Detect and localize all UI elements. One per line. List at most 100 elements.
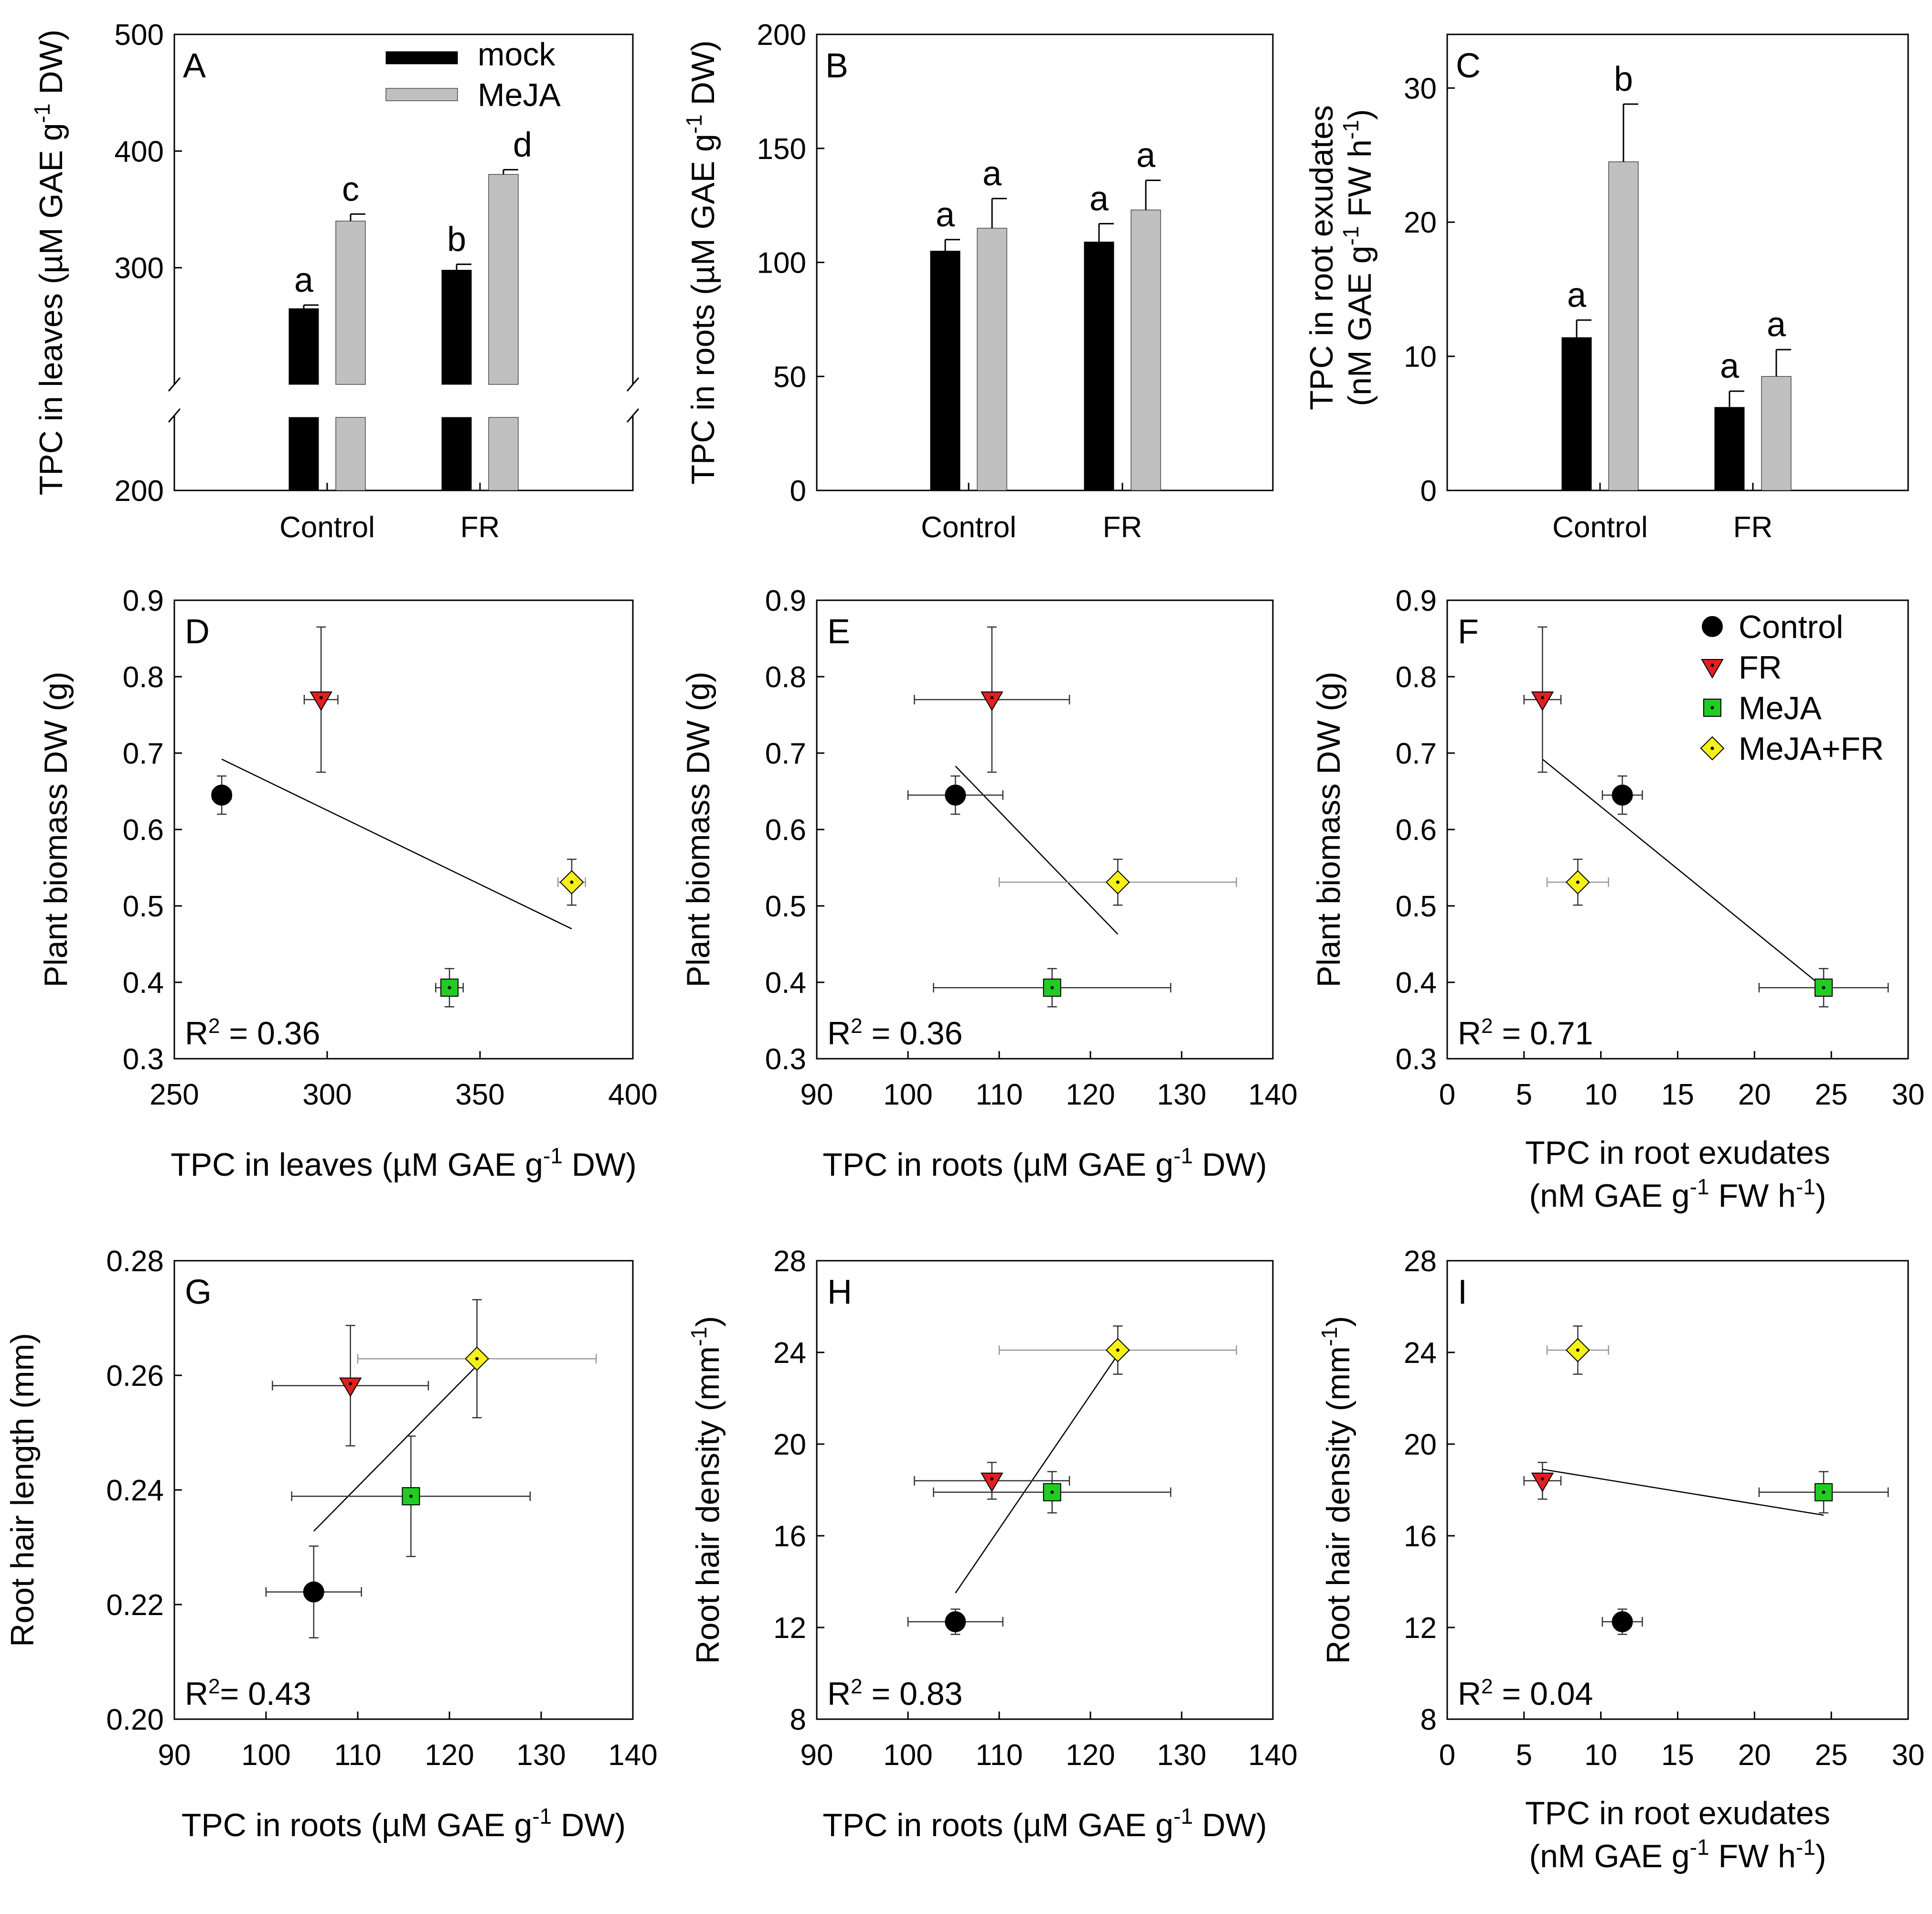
point-meja-fr-dot — [1576, 880, 1580, 884]
y-tick-label: 10 — [1404, 340, 1437, 373]
y-tick-label: 0.3 — [123, 1043, 164, 1076]
point-fr-dot — [990, 696, 994, 700]
point-meja-dot — [1710, 706, 1714, 710]
label-part: Root hair density (mm — [1320, 1346, 1356, 1664]
y-tick-label: 28 — [1404, 1245, 1437, 1278]
r2-superscript: 2 — [1481, 1014, 1493, 1038]
label-superscript: -1 — [1796, 1174, 1815, 1199]
point-control — [945, 785, 966, 806]
significance-letter: a — [1720, 347, 1740, 385]
point-meja-fr-dot — [1116, 1348, 1120, 1352]
y-tick-label: 200 — [757, 19, 806, 52]
r2-superscript: 2 — [208, 1675, 220, 1698]
bar-meja-lower — [488, 417, 519, 491]
panel-E: 90 100 110 120 130 140 0.3 0.4 0.5 0.6 0.7 0.8 0.9 E R… — [680, 585, 1298, 1183]
label-superscript: -1 — [682, 114, 706, 134]
bar-meja-upper — [488, 174, 519, 385]
panel-letter: E — [827, 613, 850, 651]
x-axis-label: TPC in roots (µM GAE g-1 DW) — [181, 1804, 626, 1843]
x-tick-label: 20 — [1738, 1078, 1771, 1111]
x-tick-label: 100 — [883, 1078, 932, 1111]
r2-part: = 0.36 — [863, 1015, 963, 1052]
label-superscript: -1 — [543, 1143, 563, 1168]
x-axis-label-line2: (nM GAE g-1 FW h-1) — [1529, 1174, 1826, 1214]
point-fr-dot — [1710, 663, 1714, 667]
y-tick-label: 0 — [1420, 475, 1437, 508]
bar-mock-upper — [288, 308, 319, 385]
significance-letter: c — [342, 170, 359, 208]
y-tick-label: 24 — [1404, 1337, 1437, 1370]
x-axis-label: TPC in leaves (µM GAE g-1 DW) — [171, 1143, 637, 1183]
x-tick-label: 15 — [1661, 1078, 1694, 1111]
significance-letter: a — [936, 196, 955, 234]
r2-part: R — [1458, 1015, 1481, 1052]
point-meja-dot — [1050, 986, 1054, 989]
y-tick-label: 12 — [773, 1612, 806, 1645]
panel-letter: A — [183, 47, 206, 85]
r2-part: = 0.83 — [863, 1676, 963, 1712]
y-tick-label: 500 — [115, 19, 164, 52]
point-fr — [1701, 659, 1724, 679]
label-part: DW) — [552, 1807, 626, 1843]
point-fr-dot — [1540, 1477, 1544, 1481]
x-tick-label: FR — [1103, 511, 1142, 544]
significance-letter: b — [1614, 60, 1633, 98]
label-part: FW h — [1342, 139, 1378, 226]
label-part: TPC in roots (µM GAE g — [685, 134, 721, 484]
r2-part: R — [827, 1676, 851, 1712]
x-tick-label: 0 — [1439, 1078, 1455, 1111]
y-tick-label: 400 — [115, 135, 164, 168]
bar-mock — [1714, 407, 1745, 491]
x-axis-label: TPC in root exudates — [1525, 1795, 1830, 1831]
label-part: FW h — [1709, 1838, 1796, 1874]
x-tick-label: 140 — [608, 1739, 657, 1772]
regression-line — [1542, 758, 1824, 989]
label-part: ) — [1815, 1838, 1826, 1874]
label-superscript: -1 — [1338, 226, 1363, 245]
label-part: DW) — [1193, 1147, 1267, 1183]
panel-D: 250 300 350 400 0.3 0.4 0.5 0.6 0.7 0.8 0.9 D R2 = 0… — [38, 585, 658, 1183]
legend-label-control: Control — [1739, 609, 1843, 645]
y-tick-label: 8 — [790, 1703, 806, 1736]
y-tick-label: 0.6 — [1396, 814, 1437, 847]
y-axis-label: Root hair density (mm-1) — [1317, 1316, 1356, 1664]
x-tick-label: 5 — [1516, 1739, 1532, 1772]
point-meja-fr-dot — [475, 1357, 479, 1361]
bar-mock — [1561, 337, 1592, 491]
y-tick-label: 0.9 — [1396, 585, 1437, 617]
y-axis-label: Plant biomass DW (g) — [680, 671, 716, 987]
label-part: DW) — [1193, 1807, 1267, 1843]
significance-letter: d — [513, 126, 532, 164]
point-control — [211, 785, 233, 806]
label-superscript: -1 — [1174, 1143, 1193, 1168]
y-tick-label: 20 — [773, 1428, 806, 1461]
axis-frame — [1446, 1260, 1909, 1720]
bar-mock-lower — [288, 417, 319, 491]
r2-superscript: 2 — [851, 1014, 862, 1038]
r2-part: R — [1458, 1676, 1481, 1712]
label-part: (nM GAE g — [1529, 1838, 1689, 1874]
y-tick-label: 0.20 — [106, 1703, 164, 1736]
bar-mock-lower — [441, 417, 472, 491]
point-meja-fr-dot — [1710, 746, 1714, 750]
x-tick-label: 0 — [1439, 1739, 1455, 1772]
x-tick-label: FR — [460, 511, 500, 544]
point-fr-dot — [990, 1477, 994, 1481]
regression-line — [955, 1354, 1119, 1594]
axis-frame — [1446, 599, 1909, 1060]
bar-meja-upper — [335, 221, 366, 385]
y-tick-label: 0.8 — [1396, 661, 1437, 694]
legend-label-fr: FR — [1739, 649, 1782, 686]
point-meja — [1703, 699, 1721, 717]
point-control — [1702, 616, 1723, 637]
x-tick-label: 130 — [516, 1739, 566, 1772]
x-tick-label: 120 — [1066, 1078, 1115, 1111]
y-tick-label: 0 — [790, 475, 806, 508]
r-squared-label: R2 = 0.36 — [827, 1014, 962, 1052]
label-part: ) — [1815, 1178, 1826, 1214]
y-tick-label: 20 — [1404, 206, 1437, 239]
label-part: FW h — [1709, 1178, 1796, 1214]
y-tick-label: 100 — [757, 247, 806, 280]
